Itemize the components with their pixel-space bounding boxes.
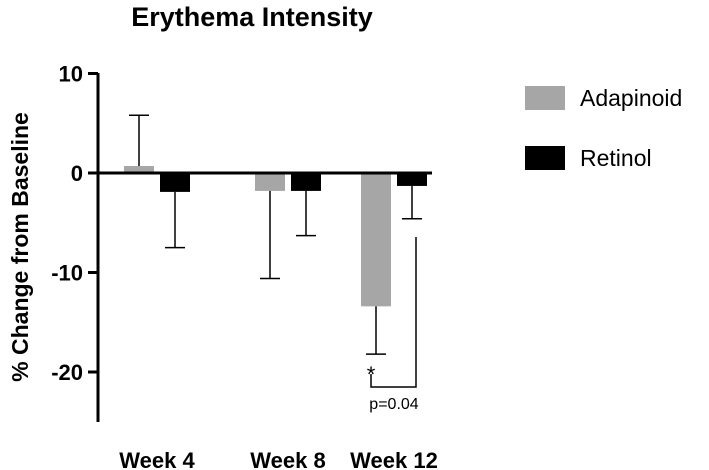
legend-swatch-adapinoid <box>525 86 565 110</box>
y-tick-label-0: 0 <box>71 161 83 186</box>
y-tick-label-10: 10 <box>59 62 83 87</box>
x-tick-label-week-12: Week 12 <box>350 448 438 470</box>
legend: Adapinoid Retinol <box>525 85 682 171</box>
y-tick-label--20: -20 <box>51 360 83 385</box>
bar-retinol-week-12 <box>397 173 427 186</box>
x-tick-label-week-4: Week 4 <box>119 448 195 470</box>
bar-retinol-week-8 <box>291 173 321 191</box>
y-ticks: 10 0 -10 -20 <box>51 62 98 385</box>
y-tick-label--10: -10 <box>51 261 83 286</box>
p-value-label: p=0.04 <box>369 396 418 413</box>
y-axis-label: % Change from Baseline <box>7 112 33 382</box>
chart-title: Erythema Intensity <box>131 2 373 32</box>
bar-adapinoid-week-4 <box>124 166 154 173</box>
significance-bracket: * p=0.04 <box>367 237 419 413</box>
legend-swatch-retinol <box>525 146 565 170</box>
legend-label-retinol: Retinol <box>580 145 652 171</box>
bars <box>124 166 427 307</box>
significance-star: * <box>367 362 376 387</box>
legend-label-adapinoid: Adapinoid <box>580 85 682 111</box>
x-ticks: Week 4 Week 8 Week 12 <box>119 448 438 470</box>
x-tick-label-week-8: Week 8 <box>250 448 325 470</box>
significance-bracket-line <box>370 237 417 388</box>
error-bars <box>129 114 422 355</box>
bar-adapinoid-week-8 <box>255 173 285 191</box>
bar-retinol-week-4 <box>160 173 190 192</box>
bar-adapinoid-week-12 <box>361 173 391 307</box>
